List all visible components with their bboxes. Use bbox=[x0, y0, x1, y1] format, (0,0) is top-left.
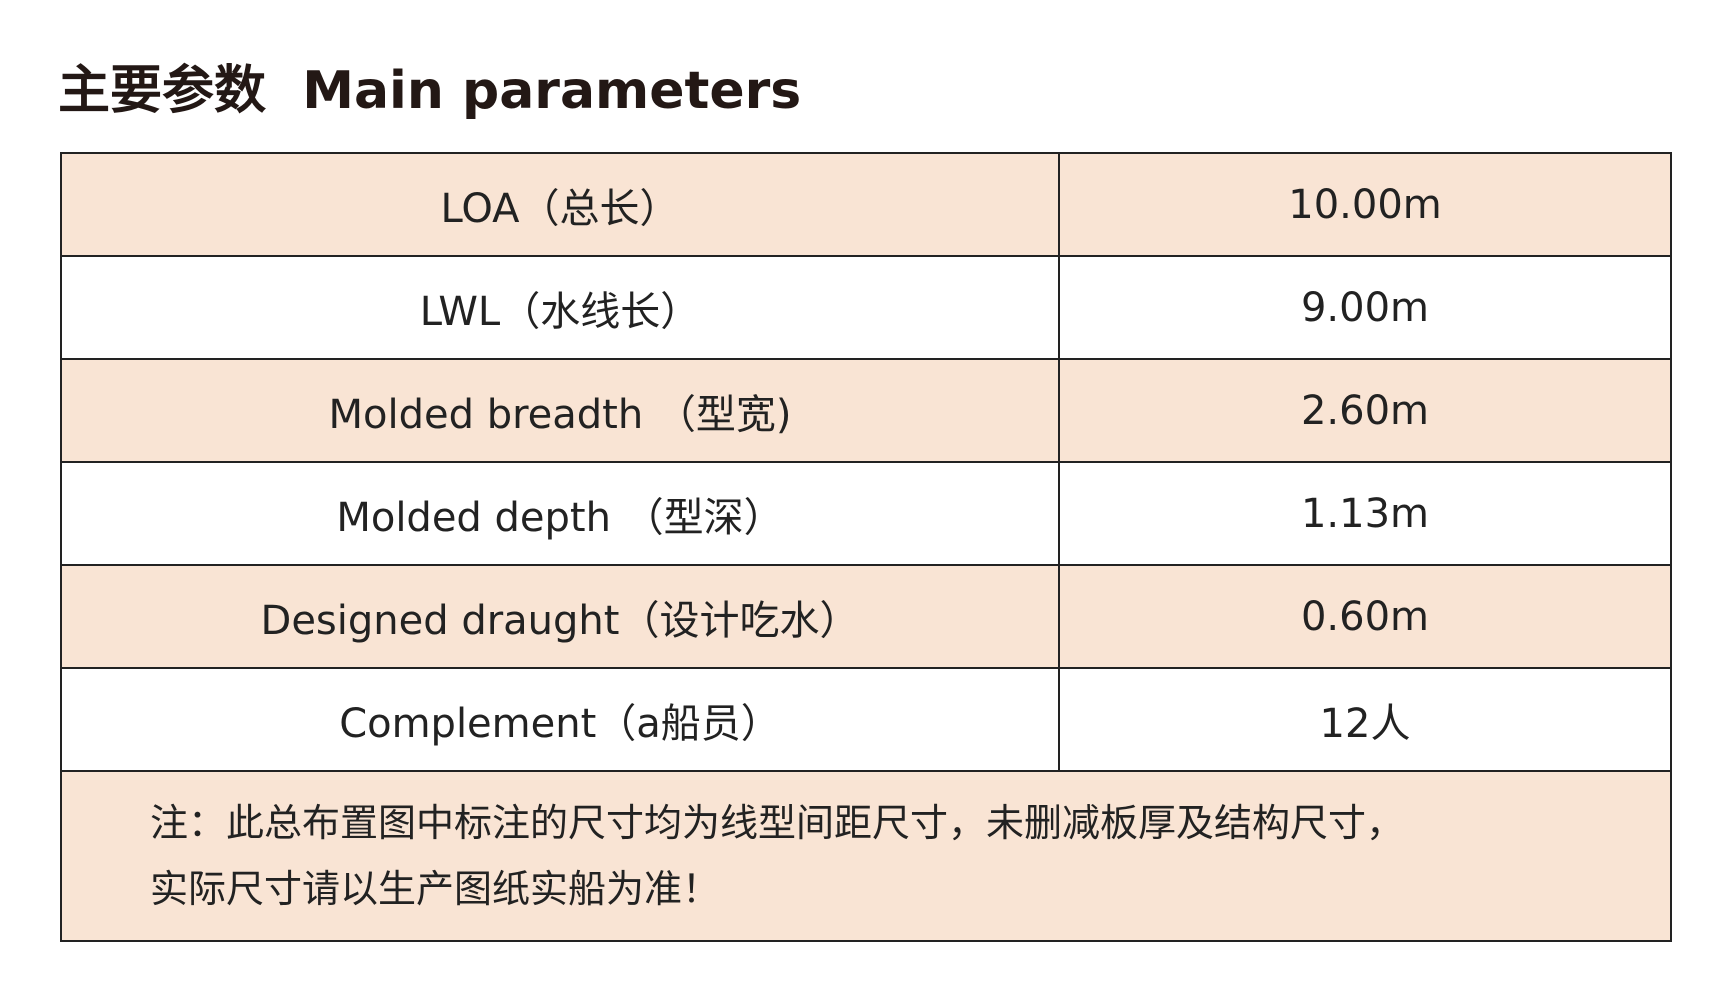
parameter-value: 9.00m bbox=[1058, 255, 1672, 360]
note-line: 实际尺寸请以生产图纸实船为准！ bbox=[150, 867, 721, 911]
table-row: Molded breadth （型宽) 2.60m bbox=[60, 358, 1672, 463]
title: 主要参数 Main parameters bbox=[58, 61, 802, 121]
table-row: LWL（水线长） 9.00m bbox=[60, 255, 1672, 360]
parameter-name: Molded depth （型深） bbox=[60, 461, 1060, 566]
parameter-value: 0.60m bbox=[1058, 564, 1672, 669]
parameter-name: LWL（水线长） bbox=[60, 255, 1060, 360]
table-row: LOA（总长） 10.00m bbox=[60, 152, 1672, 257]
parameters-table: LOA（总长） 10.00m LWL（水线长） 9.00m Molded breadth… bbox=[60, 152, 1672, 942]
table-row: Molded depth （型深） 1.13m bbox=[60, 461, 1672, 566]
parameter-value: 10.00m bbox=[1058, 152, 1672, 257]
parameter-name: Designed draught（设计吃水） bbox=[60, 564, 1060, 669]
parameter-name: LOA（总长） bbox=[60, 152, 1060, 257]
parameter-value: 12人 bbox=[1058, 667, 1672, 772]
parameter-name: Molded breadth （型宽) bbox=[60, 358, 1060, 463]
parameter-name: Complement（a船员） bbox=[60, 667, 1060, 772]
note-row: 注：此总布置图中标注的尺寸均为线型间距尺寸，未删减板厚及结构尺寸， 实际尺寸请以生… bbox=[60, 770, 1672, 942]
parameter-value: 2.60m bbox=[1058, 358, 1672, 463]
table-row: Designed draught（设计吃水） 0.60m bbox=[60, 564, 1672, 669]
note-cell: 注：此总布置图中标注的尺寸均为线型间距尺寸，未删减板厚及结构尺寸， 实际尺寸请以生… bbox=[60, 770, 1672, 942]
table-body: LOA（总长） 10.00m LWL（水线长） 9.00m Molded breadth… bbox=[60, 152, 1672, 942]
note-line: 注：此总布置图中标注的尺寸均为线型间距尺寸，未删减板厚及结构尺寸， bbox=[150, 801, 1405, 845]
table-row: Complement（a船员） 12人 bbox=[60, 667, 1672, 772]
parameter-value: 1.13m bbox=[1058, 461, 1672, 566]
